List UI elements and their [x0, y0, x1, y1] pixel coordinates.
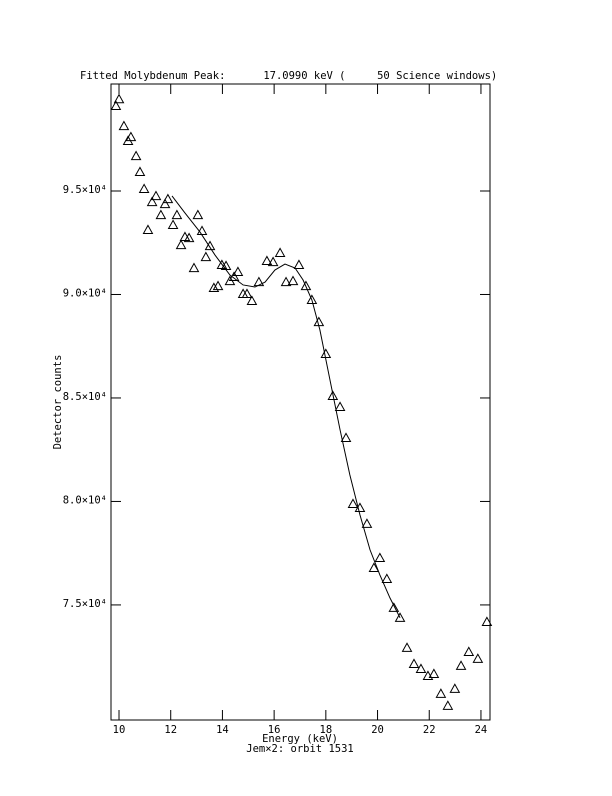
data-point — [394, 612, 406, 622]
data-point — [146, 196, 158, 207]
x-tick-label: 14 — [216, 724, 229, 736]
data-point — [183, 232, 195, 243]
data-point — [274, 247, 286, 257]
y-tick-label: 8.5×10⁴ — [63, 391, 107, 403]
data-point — [287, 275, 299, 286]
data-point — [118, 120, 130, 131]
data-point — [320, 348, 332, 358]
data-point — [408, 658, 420, 669]
data-point — [253, 276, 265, 287]
data-point — [142, 224, 154, 235]
data-point — [361, 518, 373, 528]
data-point — [162, 193, 174, 204]
footnote: Jem×2: orbit 1531 — [246, 743, 353, 755]
data-point — [175, 239, 187, 250]
data-point — [306, 294, 318, 304]
data-point — [463, 646, 475, 657]
data-point — [188, 262, 200, 273]
fit-line — [171, 195, 401, 618]
data-point — [208, 282, 220, 292]
data-point — [340, 432, 352, 443]
x-tick-label: 16 — [268, 724, 281, 736]
x-tick-label: 10 — [113, 724, 126, 736]
data-point — [125, 131, 137, 142]
y-tick-label: 9.0×10⁴ — [63, 287, 107, 299]
y-axis-label: Detector counts — [52, 355, 64, 450]
data-point — [130, 150, 142, 161]
data-point — [192, 209, 204, 220]
data-point — [449, 683, 461, 693]
data-point — [110, 100, 122, 111]
data-point — [481, 616, 493, 626]
data-point — [280, 276, 292, 287]
data-point — [327, 390, 339, 400]
x-tick-label: 12 — [164, 724, 177, 736]
data-point — [267, 256, 279, 267]
data-point — [381, 573, 393, 583]
data-point — [246, 295, 258, 305]
data-point — [167, 219, 179, 230]
data-point — [113, 93, 125, 104]
y-tick-label: 7.5×10⁴ — [63, 598, 107, 610]
x-tick-label: 20 — [371, 724, 384, 736]
data-point — [293, 259, 305, 269]
data-point — [204, 240, 216, 251]
data-point — [261, 255, 273, 266]
data-point — [159, 198, 171, 209]
data-point — [347, 498, 359, 509]
data-point — [388, 602, 400, 612]
data-point — [401, 642, 413, 652]
data-point — [442, 700, 454, 710]
data-point — [155, 209, 167, 220]
data-point — [232, 266, 244, 277]
data-point — [241, 288, 253, 298]
data-point — [334, 401, 346, 411]
chart-title: Fitted Molybdenum Peak: 17.0990 keV ( 50… — [80, 70, 497, 82]
data-point — [374, 552, 386, 563]
data-point — [134, 166, 146, 177]
data-point — [368, 562, 380, 572]
plot-frame — [110, 83, 491, 721]
x-axis-label: Energy (keV) — [262, 733, 338, 745]
data-point — [179, 231, 191, 242]
data-point — [138, 183, 150, 194]
data-point — [415, 663, 427, 673]
data-point — [150, 190, 162, 201]
data-point — [212, 280, 224, 291]
data-point — [455, 660, 467, 670]
x-tick-label: 22 — [423, 724, 436, 736]
y-tick-label: 9.5×10⁴ — [63, 184, 107, 196]
data-point — [472, 653, 484, 663]
data-point — [435, 688, 447, 698]
data-point — [171, 209, 183, 220]
y-tick-label: 8.0×10⁴ — [63, 494, 107, 506]
x-tick-label: 18 — [320, 724, 333, 736]
data-point — [300, 280, 312, 291]
x-tick-label: 24 — [475, 724, 488, 736]
data-point — [428, 668, 440, 678]
data-point — [200, 251, 212, 262]
